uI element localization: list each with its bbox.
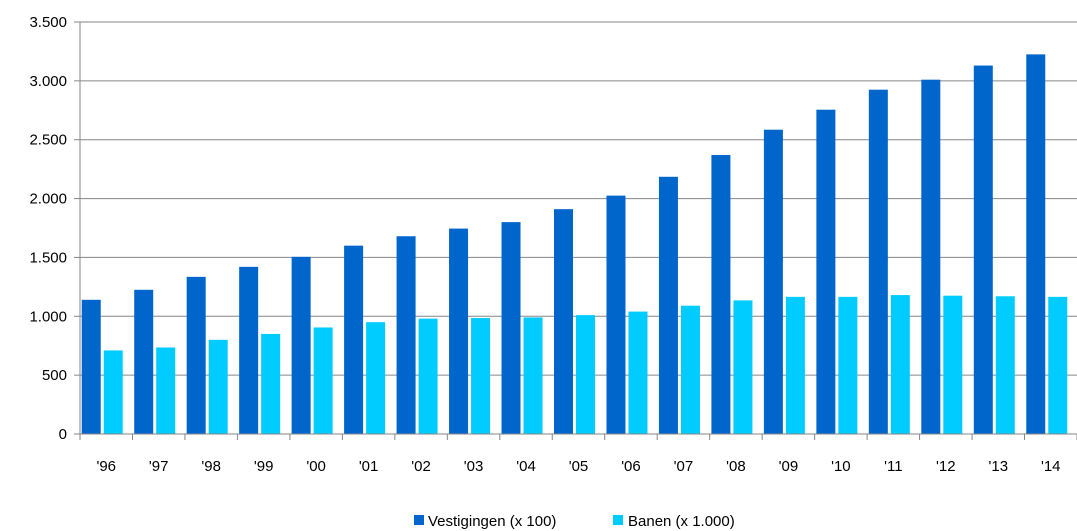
x-tick-label: '12 — [936, 458, 956, 475]
bar-vestigingen — [921, 79, 941, 435]
legend-label: Banen (x 1.000) — [628, 513, 735, 530]
bar-banen — [418, 318, 438, 434]
bar-banen — [838, 296, 858, 434]
bar-banen — [156, 347, 176, 434]
y-tick-label: 1.000 — [29, 308, 67, 325]
bar-banen — [261, 333, 281, 434]
x-tick-label: '05 — [569, 458, 589, 475]
y-tick-label: 2.000 — [29, 191, 67, 208]
bar-banen — [995, 296, 1015, 434]
legend-swatch — [613, 515, 623, 525]
legend-swatch — [414, 515, 424, 525]
y-tick-label: 500 — [42, 367, 67, 384]
bar-vestigingen — [868, 89, 888, 434]
x-tick-label: '00 — [306, 458, 326, 475]
x-tick-label: '99 — [254, 458, 274, 475]
bar-banen — [890, 295, 910, 434]
x-tick-label: '96 — [96, 458, 116, 475]
x-axis-tick-labels: '96 '97 '98 '99 '00 '01 '02 '03 '04 '05 '06 '07 '08 '… — [96, 458, 1060, 475]
x-tick-label: '06 — [621, 458, 641, 475]
y-tick-label: 3.500 — [29, 14, 67, 31]
bar-vestigingen — [606, 195, 626, 434]
bar-banen — [208, 339, 228, 434]
x-tick-label: '08 — [726, 458, 746, 475]
bar-vestigingen — [186, 276, 206, 434]
x-tick-label: '03 — [464, 458, 484, 475]
axes — [79, 22, 1077, 440]
y-tick-label: 1.500 — [29, 249, 67, 266]
bar-vestigingen — [344, 245, 364, 434]
bar-banen — [1048, 296, 1068, 434]
x-tick-label: '10 — [831, 458, 851, 475]
bar-vestigingen — [763, 129, 783, 435]
bar-vestigingen — [449, 228, 469, 434]
bar-banen — [366, 322, 386, 434]
x-tick-label: '09 — [779, 458, 799, 475]
bar-banen — [313, 327, 333, 434]
bar-vestigingen — [291, 256, 311, 434]
y-tick-label: 3.000 — [29, 73, 67, 90]
x-tick-label: '97 — [149, 458, 169, 475]
x-tick-label: '02 — [411, 458, 431, 475]
bar-banen — [628, 311, 648, 434]
bar-banen — [943, 295, 963, 434]
bar-vestigingen — [816, 109, 836, 434]
y-tick-label: 0 — [59, 426, 67, 443]
y-axis-tick-labels: 0 500 1.000 1.500 2.000 2.500 3.000 3.500 — [29, 14, 67, 443]
bar-vestigingen — [711, 155, 731, 434]
x-tick-label: '04 — [516, 458, 536, 475]
bar-vestigingen — [554, 209, 573, 434]
bar-vestigingen — [1026, 54, 1046, 434]
bar-banen — [680, 305, 700, 434]
x-tick-label: '13 — [989, 458, 1009, 475]
x-tick-label: '11 — [884, 458, 902, 475]
bar-vestigingen — [239, 266, 259, 434]
bar-banen — [733, 300, 753, 434]
bar-banen — [523, 317, 543, 434]
bar-banen — [785, 296, 805, 434]
x-tick-label: '98 — [201, 458, 221, 475]
x-tick-label: '01 — [359, 458, 379, 475]
bar-vestigingen — [396, 236, 416, 434]
bar-vestigingen — [973, 65, 993, 434]
bar-vestigingen — [501, 222, 521, 434]
bar-vestigingen — [81, 299, 101, 434]
bar-vestigingen — [658, 176, 678, 434]
bar-vestigingen — [134, 289, 154, 434]
bar-banen — [471, 318, 491, 434]
bars — [81, 54, 1068, 435]
bar-banen — [576, 315, 595, 434]
legend-label: Vestigingen (x 100) — [428, 513, 556, 530]
legend: Vestigingen (x 100) Banen (x 1.000) — [414, 513, 735, 530]
x-tick-label: '07 — [674, 458, 694, 475]
x-tick-label: '14 — [1041, 458, 1061, 475]
bar-banen — [103, 350, 123, 434]
y-tick-label: 2.500 — [29, 132, 67, 149]
